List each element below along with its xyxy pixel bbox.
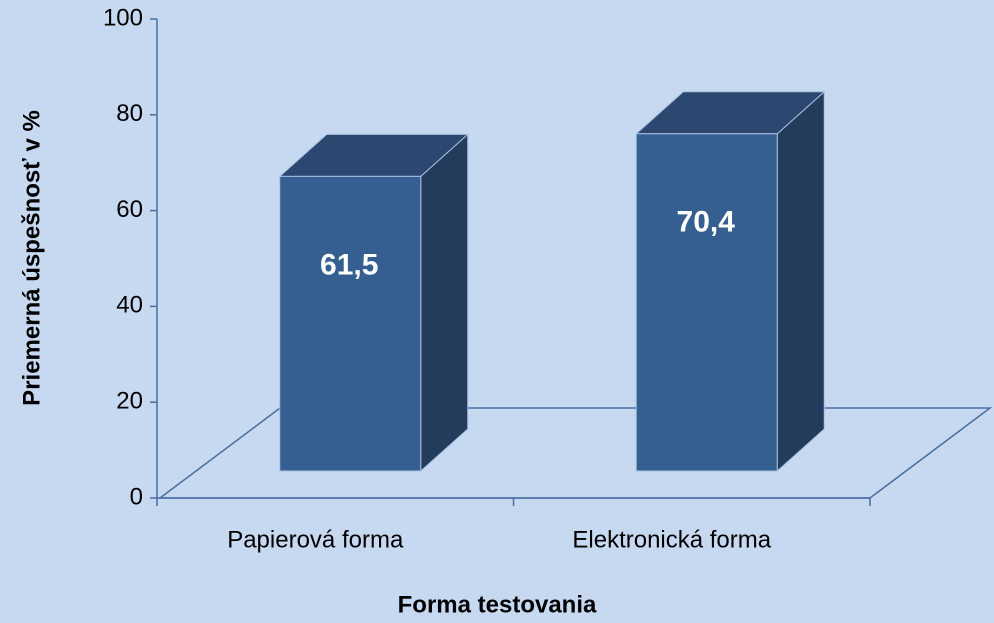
y-tick-label: 0 xyxy=(130,483,143,510)
y-tick-label: 100 xyxy=(103,4,143,31)
bar-group xyxy=(278,133,470,473)
bar xyxy=(635,133,778,472)
data-label: 61,5 xyxy=(320,248,378,281)
x-axis-title: Forma testovania xyxy=(398,591,597,618)
bar-group xyxy=(634,90,826,473)
y-tick-label: 40 xyxy=(116,292,143,319)
x-tick-label: Papierová forma xyxy=(227,526,404,553)
x-tick-label: Elektronická forma xyxy=(572,526,771,553)
data-label: 70,4 xyxy=(677,206,736,239)
y-tick-label: 60 xyxy=(116,196,143,223)
y-axis-title: Priemerná úspešnosť v % xyxy=(18,110,45,406)
y-tick-label: 20 xyxy=(116,388,143,415)
bar-side xyxy=(420,133,469,473)
y-tick-label: 80 xyxy=(116,100,143,127)
bar-side xyxy=(776,90,825,473)
bar xyxy=(279,175,422,472)
